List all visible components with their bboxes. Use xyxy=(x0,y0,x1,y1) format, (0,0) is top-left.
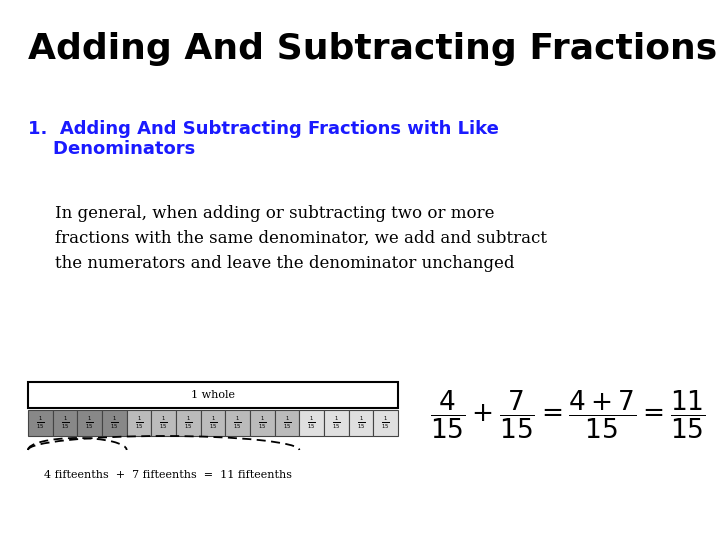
Bar xyxy=(374,410,398,436)
Text: $\frac{1}{15}$: $\frac{1}{15}$ xyxy=(110,415,119,431)
Bar xyxy=(274,410,300,436)
Bar xyxy=(176,410,201,436)
Bar xyxy=(127,410,151,436)
Bar xyxy=(151,410,176,436)
Text: $\dfrac{4}{15}+\dfrac{7}{15}=\dfrac{4+7}{15}=\dfrac{11}{15}$: $\dfrac{4}{15}+\dfrac{7}{15}=\dfrac{4+7}… xyxy=(430,389,706,441)
Bar xyxy=(77,410,102,436)
Bar xyxy=(28,382,398,408)
Text: 4 fifteenths  +  7 fifteenths  =  11 fifteenths: 4 fifteenths + 7 fifteenths = 11 fifteen… xyxy=(44,470,292,480)
Text: $\frac{1}{15}$: $\frac{1}{15}$ xyxy=(184,415,193,431)
Text: $\frac{1}{15}$: $\frac{1}{15}$ xyxy=(283,415,292,431)
Text: $\frac{1}{15}$: $\frac{1}{15}$ xyxy=(135,415,143,431)
Text: $\frac{1}{15}$: $\frac{1}{15}$ xyxy=(332,415,341,431)
Bar xyxy=(225,410,250,436)
Text: In general, when adding or subtracting two or more
fractions with the same denom: In general, when adding or subtracting t… xyxy=(55,205,547,272)
Text: $\frac{1}{15}$: $\frac{1}{15}$ xyxy=(258,415,266,431)
Text: $\frac{1}{15}$: $\frac{1}{15}$ xyxy=(60,415,69,431)
Bar xyxy=(348,410,374,436)
Text: Adding And Subtracting Fractions: Adding And Subtracting Fractions xyxy=(28,32,717,66)
Bar xyxy=(250,410,274,436)
Text: 1 whole: 1 whole xyxy=(191,390,235,400)
Text: $\frac{1}{15}$: $\frac{1}{15}$ xyxy=(36,415,45,431)
Bar xyxy=(324,410,348,436)
Bar xyxy=(102,410,127,436)
Text: $\frac{1}{15}$: $\frac{1}{15}$ xyxy=(382,415,390,431)
Bar xyxy=(300,410,324,436)
Text: Denominators: Denominators xyxy=(28,140,195,158)
Text: $\frac{1}{15}$: $\frac{1}{15}$ xyxy=(233,415,242,431)
Text: $\frac{1}{15}$: $\frac{1}{15}$ xyxy=(356,415,365,431)
Text: $\frac{1}{15}$: $\frac{1}{15}$ xyxy=(85,415,94,431)
Bar xyxy=(28,410,53,436)
Text: $\frac{1}{15}$: $\frac{1}{15}$ xyxy=(159,415,168,431)
Text: 1.  Adding And Subtracting Fractions with Like: 1. Adding And Subtracting Fractions with… xyxy=(28,120,499,138)
Text: $\frac{1}{15}$: $\frac{1}{15}$ xyxy=(307,415,316,431)
Text: $\frac{1}{15}$: $\frac{1}{15}$ xyxy=(209,415,217,431)
Bar xyxy=(201,410,225,436)
Bar xyxy=(53,410,77,436)
